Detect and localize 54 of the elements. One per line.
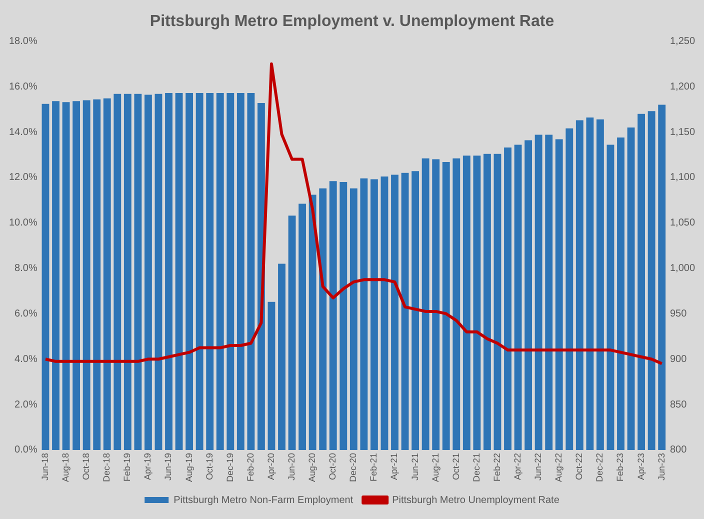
x-tick-label: Apr-20 xyxy=(266,452,276,480)
x-tick-label: Oct-21 xyxy=(450,452,461,480)
y2-tick-label: 1,050 xyxy=(670,218,696,229)
y2-tick-label: 950 xyxy=(670,308,688,320)
x-tick-label: Apr-23 xyxy=(636,452,646,480)
x-tick-label: Feb-23 xyxy=(615,452,626,482)
x-tick-label: Aug-19 xyxy=(184,452,194,482)
x-tick-label: Oct-20 xyxy=(328,452,338,480)
y-tick-label: 14.0% xyxy=(8,126,38,138)
y2-tick-label: 1,000 xyxy=(670,263,696,274)
y2-tick-label: 800 xyxy=(670,444,688,456)
x-tick-label: Jun-19 xyxy=(163,452,174,481)
y2-tick-label: 1,250 xyxy=(670,36,696,47)
y-tick-label: 0.0% xyxy=(14,444,38,456)
x-tick-label: Apr-21 xyxy=(389,452,400,480)
x-tick-label: Feb-20 xyxy=(245,452,256,482)
x-tick-label: Jun-18 xyxy=(40,452,50,481)
x-tick-label: Feb-19 xyxy=(122,452,132,482)
x-tick-label: Feb-21 xyxy=(368,452,379,482)
x-tick-label: Aug-20 xyxy=(307,452,318,482)
x-tick-label: Jun-20 xyxy=(286,452,297,481)
x-tick-label: Dec-19 xyxy=(224,452,235,482)
y2-tick-label: 1,200 xyxy=(670,81,696,92)
y2-tick-label: 850 xyxy=(670,399,688,410)
chart-title: Pittsburgh Metro Employment v. Unemployment Rate xyxy=(150,13,554,30)
y2-tick-label: 1,100 xyxy=(670,172,696,184)
x-tick-label: Jun-21 xyxy=(410,452,420,481)
x-tick-label: Dec-20 xyxy=(348,452,358,482)
x-tick-label: Oct-18 xyxy=(81,452,92,480)
y-tick-label: 8.0% xyxy=(14,263,38,274)
x-tick-label: Feb-22 xyxy=(492,452,502,482)
x-tick-label: Apr-19 xyxy=(142,452,153,480)
x-tick-label: Jun-23 xyxy=(656,452,666,481)
y2-tick-label: 900 xyxy=(670,354,688,365)
x-tick-label: Oct-22 xyxy=(574,452,584,480)
x-tick-label: Apr-22 xyxy=(512,452,523,480)
y-tick-label: 18.0% xyxy=(8,36,38,47)
legend-label: Pittsburgh Metro Unemployment Rate xyxy=(392,494,560,506)
y-tick-label: 2.0% xyxy=(14,399,38,410)
y-tick-label: 4.0% xyxy=(14,354,38,365)
y-tick-label: 12.0% xyxy=(8,172,38,184)
x-tick-label: Oct-19 xyxy=(204,452,214,480)
x-tick-label: Dec-21 xyxy=(471,452,482,482)
y-tick-label: 6.0% xyxy=(14,308,38,320)
y-tick-label: 10.0% xyxy=(8,218,38,229)
x-tick-label: Jun-22 xyxy=(533,452,544,481)
y-tick-label: 16.0% xyxy=(8,81,38,92)
x-tick-label: Dec-22 xyxy=(594,452,605,482)
x-tick-label: Aug-21 xyxy=(430,452,440,482)
x-tick-label: Dec-18 xyxy=(102,452,112,482)
y2-tick-label: 1,150 xyxy=(670,126,696,138)
x-tick-label: Aug-18 xyxy=(60,452,71,482)
legend-label: Pittsburgh Metro Non-Farm Employment xyxy=(174,494,354,506)
x-tick-label: Aug-22 xyxy=(554,452,564,482)
